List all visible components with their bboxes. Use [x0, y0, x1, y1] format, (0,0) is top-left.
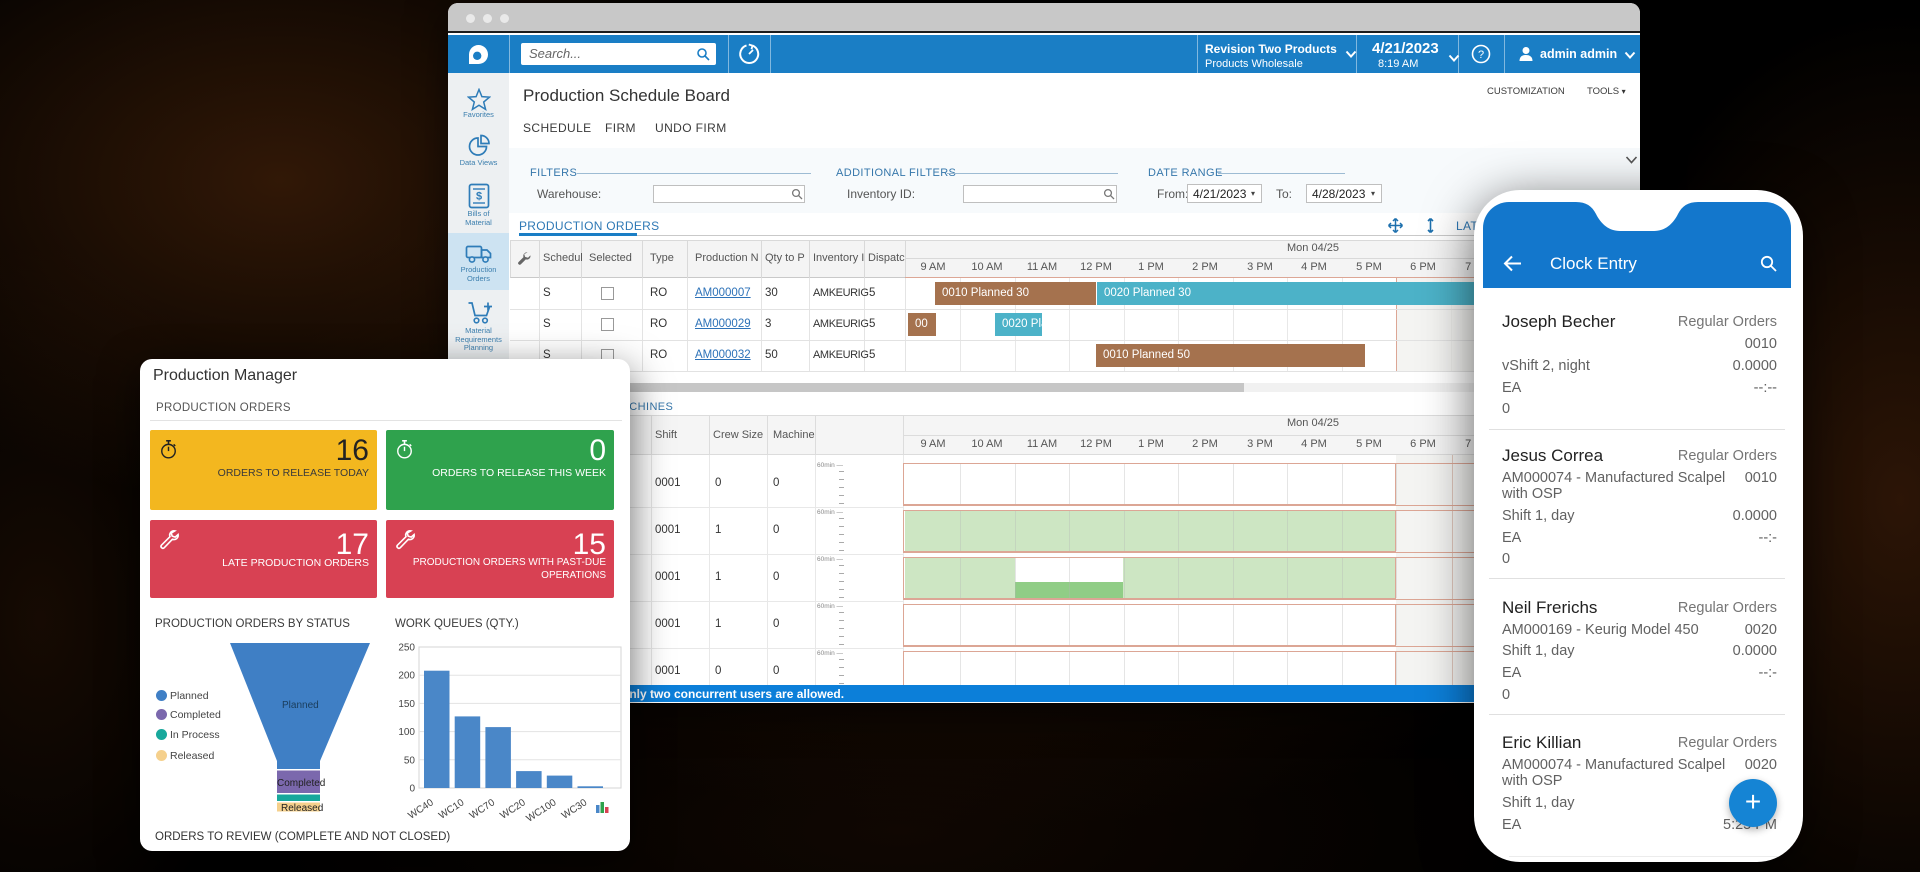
svg-text:WC70: WC70 — [468, 797, 498, 821]
svg-text:WC30: WC30 — [560, 797, 590, 821]
svg-text:WC20: WC20 — [498, 797, 528, 821]
svg-text:$: $ — [476, 191, 482, 203]
svg-text:150: 150 — [398, 699, 415, 710]
svg-text:WC100: WC100 — [524, 797, 558, 821]
svg-text:Released: Released — [281, 803, 323, 814]
svg-text:Completed: Completed — [277, 778, 325, 789]
svg-text:WC40: WC40 — [406, 797, 436, 821]
svg-text:0: 0 — [409, 784, 415, 795]
svg-text:250: 250 — [398, 643, 415, 654]
svg-text:WC10: WC10 — [437, 797, 467, 821]
svg-text:?: ? — [1478, 49, 1484, 61]
svg-text:200: 200 — [398, 671, 415, 682]
svg-text:Planned: Planned — [282, 700, 319, 711]
svg-text:100: 100 — [398, 727, 415, 738]
svg-text:50: 50 — [404, 755, 416, 766]
